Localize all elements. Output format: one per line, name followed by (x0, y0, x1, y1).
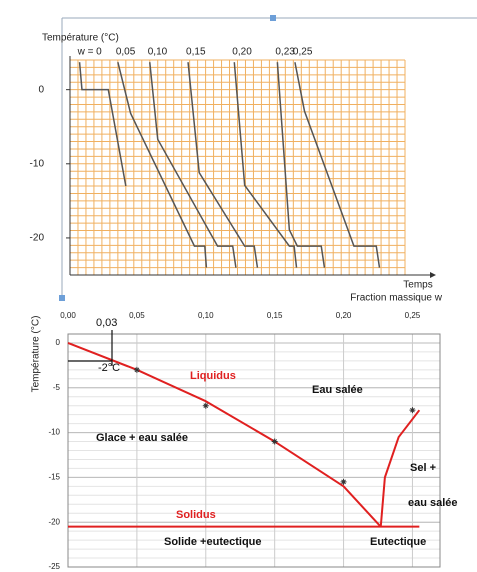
cooling-curve (294, 62, 381, 268)
y-tick-label: -20 (30, 233, 45, 244)
y-axis-label: Température (°C) (31, 316, 42, 393)
phase-boundary (67, 342, 382, 528)
series-label: 0,23 (275, 47, 295, 58)
axis-arrow (430, 272, 436, 278)
measured-point (202, 402, 209, 409)
series-label: 0,05 (116, 47, 136, 58)
annotation: Eau salée (312, 384, 363, 396)
y-tick-label: -5 (53, 383, 61, 392)
cooling-curve (149, 62, 237, 268)
measured-point (271, 438, 278, 445)
y-tick-label: -25 (48, 562, 60, 571)
x-axis-label: Temps (403, 280, 432, 291)
y-tick-label: -15 (48, 472, 60, 481)
measured-point (133, 366, 140, 373)
y-tick-label: -10 (48, 428, 60, 437)
cooling-curve (187, 62, 259, 268)
annotation: Glace + eau salée (96, 432, 188, 444)
x-tick-label: 0,05 (129, 311, 145, 320)
annotation: Sel + (410, 462, 436, 474)
phase-boundary (379, 409, 421, 527)
series-label: 0,20 (232, 47, 252, 58)
y-tick-label: 0 (38, 84, 44, 95)
series-label: 0,15 (186, 47, 206, 58)
annotation: Eutectique (370, 536, 426, 548)
series-label: w = 0 (77, 47, 103, 58)
series-label: 0,10 (148, 47, 168, 58)
x-axis-label: Fraction massique w (350, 293, 442, 304)
cooling-curve (117, 62, 208, 268)
x-tick-label: 0,25 (405, 311, 421, 320)
cooling-curve (276, 62, 326, 268)
x-tick-label: 0,10 (198, 311, 214, 320)
annotation: 0,03 (96, 317, 117, 329)
y-tick-label: 0 (56, 338, 61, 347)
annotation: eau salée (408, 497, 458, 509)
measured-point (340, 478, 347, 485)
chart-title: Température (°C) (42, 33, 119, 44)
plot-frame (67, 333, 441, 568)
handle[interactable] (59, 295, 65, 301)
x-tick-label: 0,20 (336, 311, 352, 320)
series-label: 0,25 (293, 47, 313, 58)
handle[interactable] (270, 15, 276, 21)
annotation: Solide +eutectique (164, 536, 262, 548)
x-tick-label: 0,00 (60, 311, 76, 320)
annotation: Solidus (176, 509, 216, 521)
annotation: Liquidus (190, 370, 236, 382)
cooling-curve (233, 62, 298, 268)
measured-point (409, 407, 416, 414)
y-tick-label: -10 (30, 158, 45, 169)
x-tick-label: 0,15 (267, 311, 283, 320)
y-tick-label: -20 (48, 517, 60, 526)
annotation: -2°C (98, 362, 120, 374)
cooling-curve (78, 62, 127, 187)
